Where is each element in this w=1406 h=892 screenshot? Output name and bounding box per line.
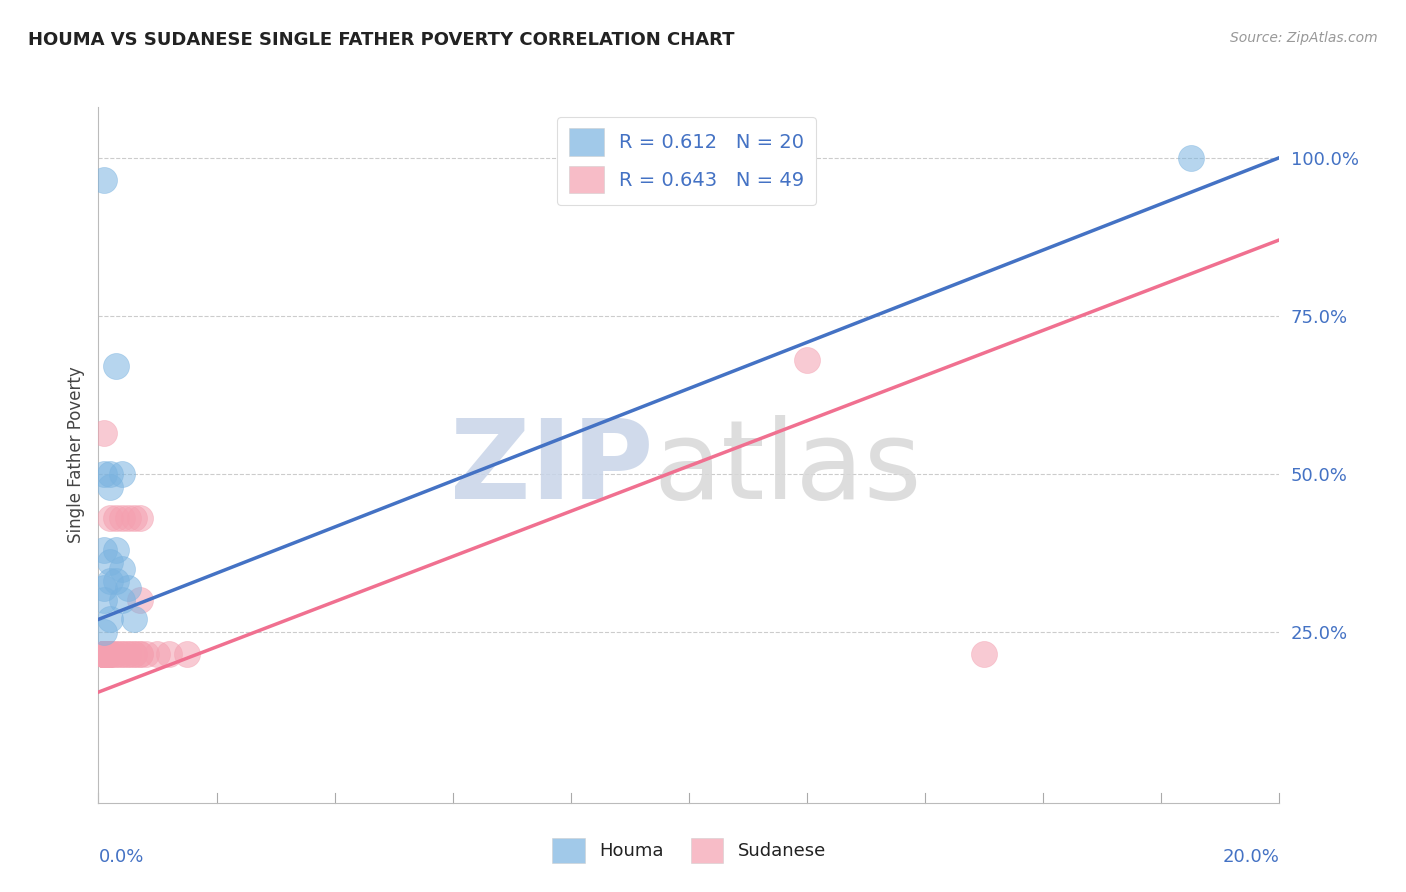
- Point: [98, 647, 121, 661]
- Text: HOUMA VS SUDANESE SINGLE FATHER POVERTY CORRELATION CHART: HOUMA VS SUDANESE SINGLE FATHER POVERTY …: [28, 31, 734, 49]
- Point: [98, 511, 121, 525]
- Point: [93, 647, 115, 661]
- Text: atlas: atlas: [654, 416, 922, 523]
- Point: [98, 479, 121, 493]
- Point: [93, 647, 115, 661]
- Point: [98, 647, 121, 661]
- Point: [98, 556, 121, 570]
- Point: [93, 593, 115, 607]
- Point: [111, 562, 134, 576]
- Legend: Houma, Sudanese: Houma, Sudanese: [546, 830, 832, 871]
- Point: [93, 647, 115, 661]
- Point: [93, 542, 115, 557]
- Point: [111, 511, 134, 525]
- Point: [98, 647, 121, 661]
- Point: [93, 647, 115, 661]
- Text: Source: ZipAtlas.com: Source: ZipAtlas.com: [1230, 31, 1378, 45]
- Point: [93, 647, 115, 661]
- Point: [117, 581, 139, 595]
- Point: [98, 647, 121, 661]
- Point: [93, 647, 115, 661]
- Point: [111, 467, 134, 481]
- Point: [111, 647, 134, 661]
- Point: [93, 173, 115, 187]
- Point: [117, 647, 139, 661]
- Point: [93, 647, 115, 661]
- Point: [122, 511, 145, 525]
- Point: [176, 647, 198, 661]
- Point: [122, 647, 145, 661]
- Point: [98, 467, 121, 481]
- Point: [105, 542, 128, 557]
- Text: 0.0%: 0.0%: [98, 848, 143, 866]
- Point: [796, 353, 818, 368]
- Point: [105, 574, 128, 589]
- Point: [93, 647, 115, 661]
- Point: [105, 647, 128, 661]
- Point: [128, 511, 150, 525]
- Point: [93, 647, 115, 661]
- Point: [111, 647, 134, 661]
- Point: [117, 647, 139, 661]
- Point: [128, 647, 150, 661]
- Point: [122, 612, 145, 626]
- Point: [157, 647, 180, 661]
- Point: [973, 647, 995, 661]
- Point: [98, 612, 121, 626]
- Y-axis label: Single Father Poverty: Single Father Poverty: [66, 367, 84, 543]
- Point: [93, 647, 115, 661]
- Point: [98, 574, 121, 589]
- Point: [105, 511, 128, 525]
- Point: [93, 647, 115, 661]
- Point: [98, 647, 121, 661]
- Point: [93, 647, 115, 661]
- Point: [105, 359, 128, 374]
- Point: [93, 625, 115, 640]
- Point: [93, 647, 115, 661]
- Point: [93, 647, 115, 661]
- Point: [93, 647, 115, 661]
- Text: 20.0%: 20.0%: [1223, 848, 1279, 866]
- Text: ZIP: ZIP: [450, 416, 654, 523]
- Point: [135, 647, 157, 661]
- Point: [128, 593, 150, 607]
- Point: [93, 581, 115, 595]
- Point: [122, 647, 145, 661]
- Point: [93, 647, 115, 661]
- Point: [146, 647, 169, 661]
- Point: [117, 511, 139, 525]
- Point: [93, 647, 115, 661]
- Point: [93, 647, 115, 661]
- Point: [93, 425, 115, 440]
- Point: [93, 647, 115, 661]
- Point: [1180, 151, 1202, 165]
- Point: [93, 647, 115, 661]
- Point: [111, 593, 134, 607]
- Point: [105, 647, 128, 661]
- Point: [93, 467, 115, 481]
- Point: [128, 647, 150, 661]
